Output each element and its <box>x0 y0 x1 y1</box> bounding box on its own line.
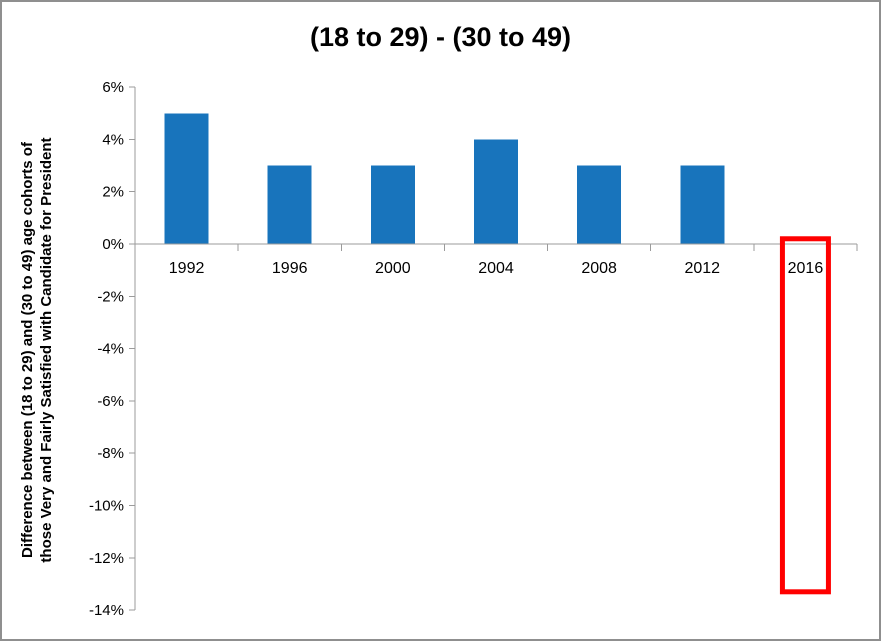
y-tick-label--8%: -8% <box>97 445 124 462</box>
bar-2004 <box>474 139 518 244</box>
y-tick-label--12%: -12% <box>89 550 124 567</box>
y-tick-label--2%: -2% <box>97 288 124 305</box>
x-category-label-2008: 2008 <box>581 260 617 277</box>
highlight-rectangle-2016 <box>779 236 831 595</box>
x-category-label-2000: 2000 <box>375 260 411 277</box>
y-tick-label--6%: -6% <box>97 393 124 410</box>
x-category-label-2012: 2012 <box>684 260 720 277</box>
x-category-label-1996: 1996 <box>272 260 308 277</box>
y-tick-label-6%: 6% <box>102 79 124 96</box>
y-tick-label--4%: -4% <box>97 341 124 358</box>
y-tick-label-4%: 4% <box>102 131 124 148</box>
y-tick-label-0%: 0% <box>102 236 124 253</box>
bar-2012 <box>680 165 725 244</box>
chart-title: (18 to 29) - (30 to 49) <box>309 22 572 52</box>
bar-1996 <box>267 165 312 244</box>
x-category-label-1992: 1992 <box>169 260 205 277</box>
y-tick-label--10%: -10% <box>89 498 124 515</box>
x-category-label-2004: 2004 <box>478 260 514 277</box>
bar-2008 <box>577 165 622 244</box>
y-tick-label-2%: 2% <box>102 184 124 201</box>
y-tick-label--14%: -14% <box>89 602 124 619</box>
bar-2000 <box>370 165 415 244</box>
x-category-label-2016: 2016 <box>788 260 824 277</box>
bar-1992 <box>164 113 209 244</box>
